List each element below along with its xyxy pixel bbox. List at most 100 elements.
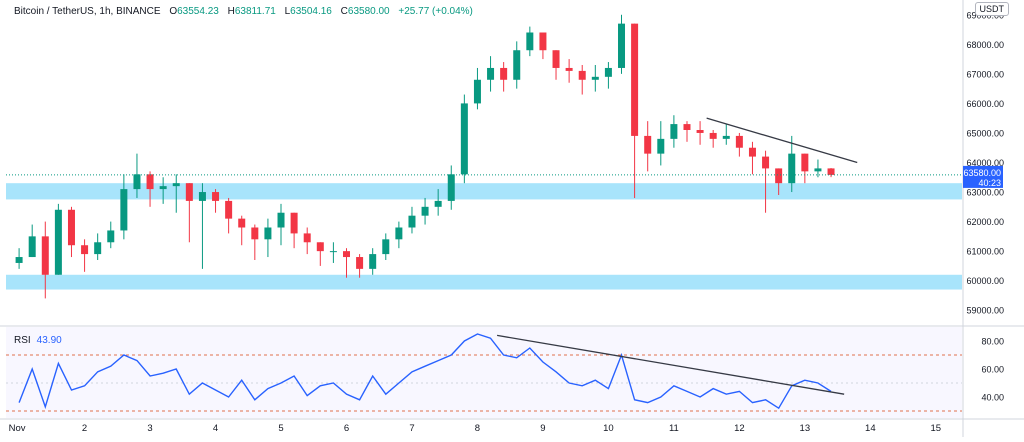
price-badge-countdown: 40:23 [978, 178, 1001, 188]
candle-body [342, 251, 350, 258]
candle-body [133, 174, 141, 190]
price-tick-label: 65000.00 [966, 128, 1004, 138]
candle-body [28, 236, 36, 258]
candle-body [120, 189, 128, 231]
price-tick-label: 60000.00 [966, 276, 1004, 286]
candle-body [54, 209, 62, 275]
candle-body [251, 227, 259, 240]
candle-body [382, 239, 390, 255]
candle-body [185, 183, 193, 201]
candle-body [788, 153, 796, 184]
candle-body [722, 135, 730, 139]
time-tick-label: 3 [147, 423, 152, 434]
candle-body [473, 79, 481, 104]
candle-body [591, 76, 599, 80]
candle-body [67, 209, 75, 246]
candle-body [434, 200, 442, 207]
candle-body [356, 257, 364, 269]
candle-body [762, 156, 770, 169]
candle-body [565, 67, 573, 71]
close-label: C [340, 6, 348, 17]
time-tick-label: 11 [669, 423, 679, 434]
candle-body [618, 23, 626, 68]
candle-body [172, 183, 180, 187]
candle-body [670, 124, 678, 139]
candle-body [303, 233, 311, 243]
high-label: H [227, 6, 235, 17]
candle-body [81, 245, 89, 255]
candle-body [408, 215, 416, 228]
candle-body [657, 138, 665, 154]
symbol-title: Bitcoin / TetherUS, 1h, BINANCE [14, 6, 161, 17]
candle-body [644, 135, 652, 154]
candle-body [277, 212, 285, 228]
time-tick-label: 14 [865, 423, 876, 434]
rsi-trendline [496, 334, 845, 395]
low-value: 63504.16 [290, 6, 332, 17]
time-tick-label: 7 [409, 423, 414, 434]
time-tick-label: 2 [82, 423, 87, 434]
candle-body [683, 124, 691, 130]
candle-body [290, 212, 298, 234]
price-tick-label: 64000.00 [966, 158, 1004, 168]
close-value: 63580.00 [347, 6, 390, 17]
candle-body [41, 236, 49, 275]
rsi-tick-label: 80.00 [981, 337, 1004, 347]
rsi-value: 43.90 [36, 335, 62, 346]
rsi-tick-label: 40.00 [981, 393, 1004, 403]
rsi-line [18, 333, 832, 410]
price-tick-label: 63000.00 [966, 188, 1004, 198]
change-value: +25.77 (+0.04%) [398, 6, 473, 17]
candle-body [264, 227, 272, 240]
time-tick-label: Nov [9, 423, 26, 434]
candle-body [735, 135, 743, 148]
candle-body [709, 132, 717, 139]
price-tick-label: 59000.00 [966, 306, 1004, 316]
currency-badge[interactable]: USDT [974, 2, 1009, 16]
candle-body [500, 67, 508, 80]
rsi-tick-label: 60.00 [981, 365, 1004, 375]
price-tick-label: 67000.00 [966, 69, 1004, 79]
time-tick-label: 12 [734, 423, 745, 434]
candle-body [513, 50, 521, 80]
rsi-header: RSI 43.90 [14, 335, 62, 346]
time-tick-label: 10 [603, 423, 614, 434]
candle-body [329, 251, 337, 253]
resistance-zone [6, 183, 962, 200]
time-tick-label: 6 [344, 423, 349, 434]
candle-body [552, 50, 560, 68]
candle-body [460, 103, 468, 175]
rsi-label: RSI [14, 335, 31, 346]
time-tick-label: 5 [278, 423, 283, 434]
candle-body [94, 242, 102, 255]
price-tick-label: 68000.00 [966, 40, 1004, 50]
high-value: 63811.71 [234, 6, 276, 17]
candle-body [225, 200, 233, 219]
open-value: 63554.23 [177, 6, 219, 17]
candle-body [539, 32, 547, 51]
price-badge-value: 63580.00 [963, 168, 1001, 178]
candle-body [696, 130, 704, 133]
candle-body [15, 257, 23, 263]
candle-body [369, 254, 377, 269]
time-tick-label: 9 [540, 423, 545, 434]
candle-body [748, 147, 756, 157]
candle-body [801, 153, 809, 172]
price-badge [963, 165, 1003, 188]
candle-body [775, 168, 783, 184]
support-zone [6, 274, 962, 290]
time-tick-label: 13 [800, 423, 811, 434]
price-tick-label: 66000.00 [966, 99, 1004, 109]
candle-body [107, 230, 115, 243]
time-tick-label: 8 [475, 423, 480, 434]
candle-body [421, 206, 429, 216]
candle-body [212, 192, 220, 201]
candle-body [159, 186, 167, 190]
candle-body [447, 174, 455, 201]
candle-body [198, 192, 206, 201]
candle-body [238, 218, 246, 228]
candle-body [487, 67, 495, 80]
candle-body [631, 23, 639, 136]
